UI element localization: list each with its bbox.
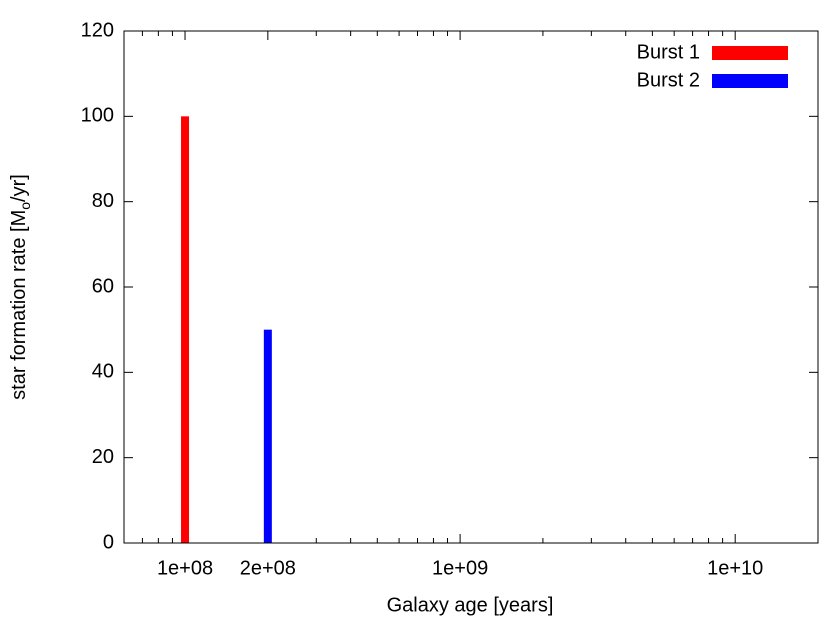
x-tick-label: 1e+09: [432, 557, 488, 579]
bar: [181, 116, 190, 543]
x-tick-label: 1e+10: [707, 557, 763, 579]
legend-label: Burst 1: [637, 41, 700, 63]
x-tick-label: 2e+08: [240, 557, 296, 579]
y-tick-label: 60: [92, 275, 114, 297]
y-tick-label: 20: [92, 446, 114, 468]
y-tick-label: 40: [92, 361, 114, 383]
x-axis-label: Galaxy age [years]: [387, 594, 554, 616]
legend-label: Burst 2: [637, 69, 700, 91]
legend-swatch: [712, 46, 788, 60]
y-axis-label-part: /yr]: [8, 174, 30, 202]
y-tick-label: 80: [92, 190, 114, 212]
plot-frame: [123, 30, 819, 544]
y-tick-label: 100: [81, 105, 114, 127]
bar: [263, 329, 272, 543]
legend-swatch: [712, 74, 788, 88]
y-tick-label: 120: [81, 19, 114, 41]
y-tick-label: 0: [103, 531, 114, 553]
x-tick-label: 1e+08: [157, 557, 213, 579]
y-axis-label-sub: o: [17, 202, 33, 210]
y-axis-label-part: star formation rate [M: [8, 210, 30, 400]
y-axis-label: star formation rate [Mo/yr]: [8, 174, 32, 400]
